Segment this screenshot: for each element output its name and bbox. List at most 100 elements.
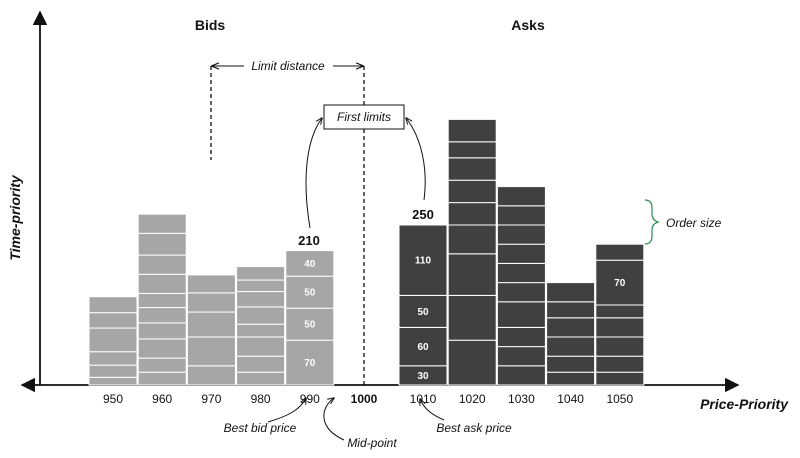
bid-order-950-0 — [88, 376, 138, 386]
ask-order-1050-2 — [595, 336, 645, 357]
bid-order-960-8 — [137, 232, 187, 256]
bids-title: Bids — [195, 17, 226, 33]
ask-column-1010: 30 60 50 110 — [398, 224, 448, 386]
ask-order-1050-3 — [595, 317, 645, 338]
ask-order-1030-2 — [496, 326, 546, 348]
ask-price-tick-1050: 1050 — [606, 392, 633, 406]
bid-column-970 — [186, 274, 236, 386]
first-limits-label: First limits — [337, 110, 391, 124]
ask-order-size-label: 50 — [417, 307, 429, 318]
bid-order-970-4 — [186, 274, 236, 294]
ask-price-tick-1030: 1030 — [508, 392, 535, 406]
ask-order-1030-9 — [496, 186, 546, 207]
bid-order-990-3 — [285, 250, 335, 277]
bid-order-970-2 — [186, 311, 236, 338]
y-axis-label: Time-priority — [7, 174, 23, 261]
ask-order-1030-8 — [496, 205, 546, 226]
ask-order-size-label: 110 — [415, 256, 432, 267]
order-book-bars: 70 50 50 40 30 60 50 110 70 — [88, 118, 645, 386]
bid-order-950-4 — [88, 312, 138, 329]
ask-order-1020-3 — [447, 224, 497, 255]
bid-order-960-0 — [137, 371, 187, 386]
ask-order-1050-4 — [595, 304, 645, 319]
bid-order-960-6 — [137, 273, 187, 294]
ask-order-1040-3 — [546, 317, 596, 338]
ask-order-1020-1 — [447, 294, 497, 341]
bid-column-960 — [137, 213, 187, 386]
bid-price-tick-970: 970 — [201, 392, 221, 406]
best-bid-total: 210 — [298, 233, 320, 248]
ask-order-1020-0 — [447, 339, 497, 386]
ask-price-tick-1040: 1040 — [557, 392, 584, 406]
bid-order-960-3 — [137, 322, 187, 340]
bid-order-980-7 — [236, 266, 286, 281]
x-axis-label: Price-Priority — [700, 396, 789, 412]
bid-order-990-0 — [285, 339, 335, 386]
bid-price-tick-950: 950 — [103, 392, 123, 406]
bid-order-980-5 — [236, 291, 286, 308]
mid-point-label: Mid-point — [347, 436, 397, 450]
bid-order-980-1 — [236, 355, 286, 373]
ask-order-1020-7 — [447, 141, 497, 159]
bid-order-950-3 — [88, 327, 138, 353]
bid-order-size-label: 50 — [304, 288, 316, 299]
ask-order-1040-4 — [546, 301, 596, 319]
best-ask-total: 250 — [412, 207, 434, 222]
bid-order-990-2 — [285, 275, 335, 309]
ask-order-1030-7 — [496, 224, 546, 245]
bid-order-size-label: 40 — [304, 259, 316, 270]
price-ticks: 950 960 970 980 990 1010 1020 1030 1040 1050 — [103, 392, 633, 406]
bid-order-960-2 — [137, 338, 187, 359]
ask-price-tick-1020: 1020 — [459, 392, 486, 406]
ask-order-1050-0 — [595, 371, 645, 386]
limit-distance-label: Limit distance — [251, 59, 325, 73]
bid-column-950 — [88, 296, 138, 386]
first-limits-arrow-bid — [305, 118, 322, 229]
ask-order-size-label: 60 — [417, 342, 429, 353]
ask-order-1020-5 — [447, 179, 497, 204]
bid-order-970-0 — [186, 365, 236, 386]
bid-order-970-3 — [186, 292, 236, 313]
ask-order-1030-1 — [496, 346, 546, 367]
ask-order-1040-5 — [546, 282, 596, 303]
first-limits-box — [323, 104, 405, 130]
bid-order-960-7 — [137, 254, 187, 275]
bid-column-990: 70 50 50 40 — [285, 250, 335, 386]
ask-column-1020 — [447, 118, 497, 386]
ask-order-1030-6 — [496, 243, 546, 264]
best-ask-price-label: Best ask price — [436, 421, 512, 435]
ask-order-1020-6 — [447, 157, 497, 181]
mid-price-tick: 1000 — [351, 392, 378, 406]
bid-order-980-4 — [236, 306, 286, 325]
ask-order-1040-1 — [546, 355, 596, 373]
bid-order-size-label: 50 — [304, 320, 316, 331]
ask-order-1010-3 — [398, 224, 448, 296]
ask-order-size-label: 30 — [417, 371, 429, 382]
bid-order-950-5 — [88, 296, 138, 314]
mid-point-arrow — [323, 398, 345, 441]
bid-price-tick-990: 990 — [300, 392, 320, 406]
bid-order-960-1 — [137, 357, 187, 373]
ask-order-1030-3 — [496, 301, 546, 328]
bid-order-950-2 — [88, 351, 138, 366]
bid-price-tick-980: 980 — [251, 392, 271, 406]
ask-order-1050-5 — [595, 259, 645, 306]
bid-order-960-5 — [137, 292, 187, 309]
ask-order-1030-5 — [496, 262, 546, 284]
ask-order-1050-1 — [595, 355, 645, 373]
bid-order-950-1 — [88, 364, 138, 378]
ask-order-size-label: 70 — [614, 278, 626, 289]
bid-order-980-3 — [236, 323, 286, 338]
best-bid-price-label: Best bid price — [224, 421, 297, 435]
ask-order-1020-2 — [447, 253, 497, 296]
order-size-label: Order size — [666, 216, 722, 230]
bid-order-980-6 — [236, 279, 286, 293]
bid-order-970-1 — [186, 336, 236, 367]
ask-order-1040-2 — [546, 336, 596, 357]
ask-order-1020-8 — [447, 118, 497, 143]
ask-order-1050-6 — [595, 243, 645, 261]
order-size-bracket — [644, 199, 660, 245]
bid-order-960-4 — [137, 307, 187, 324]
ask-column-1050: 70 — [595, 243, 645, 386]
